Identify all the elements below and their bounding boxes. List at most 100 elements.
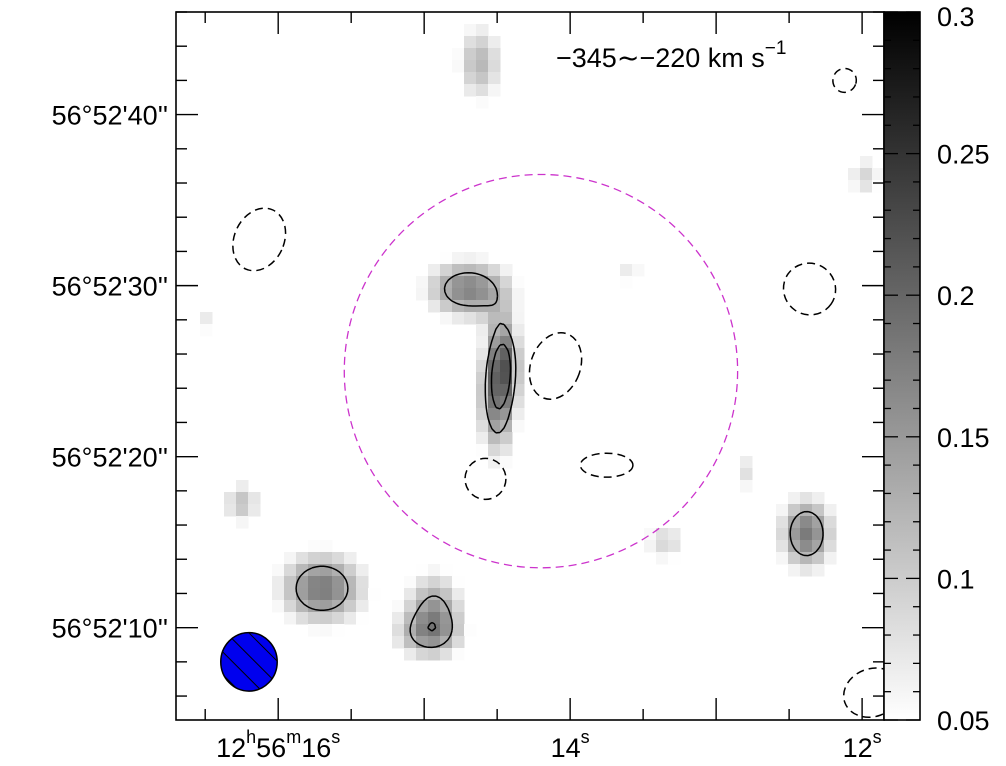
emission-pixel xyxy=(500,312,513,325)
aperture-circle xyxy=(343,173,739,569)
emission-pixel xyxy=(272,588,285,601)
emission-pixel xyxy=(404,588,417,601)
emission-pixel xyxy=(452,588,465,601)
emission-pixel xyxy=(476,324,489,337)
emission-pixel xyxy=(500,348,513,361)
emission-pixel xyxy=(308,612,321,625)
emission-pixel xyxy=(512,324,525,337)
emission-pixel xyxy=(668,528,681,541)
emission-pixel xyxy=(464,24,477,37)
emission-pixel xyxy=(368,588,381,601)
emission-pixel xyxy=(284,600,297,613)
emission-pixel xyxy=(872,168,884,181)
emission-pixel xyxy=(500,456,513,469)
emission-pixel xyxy=(860,180,873,193)
emission-pixel xyxy=(356,576,369,589)
emission-pixel xyxy=(284,576,297,589)
negative-contour-layer xyxy=(232,67,884,719)
emission-pixel xyxy=(800,564,813,577)
emission-pixel xyxy=(428,300,441,313)
emission-pixel xyxy=(332,552,345,565)
colorbar-tick-label: 0.05 xyxy=(937,706,990,736)
emission-pixel xyxy=(620,264,633,277)
colorbar-tick-label: 0.1 xyxy=(937,564,975,594)
emission-pixel xyxy=(620,276,633,289)
emission-pixels xyxy=(200,24,884,661)
emission-pixel xyxy=(512,336,525,349)
emission-pixel xyxy=(428,648,441,661)
x-tick-unit: s xyxy=(581,727,590,747)
emission-pixel xyxy=(440,564,453,577)
emission-pixel xyxy=(476,336,489,349)
emission-pixel xyxy=(740,456,753,469)
emission-pixel xyxy=(500,384,513,397)
emission-pixel xyxy=(440,648,453,661)
emission-pixel xyxy=(488,456,501,469)
emission-pixel xyxy=(824,540,837,553)
emission-pixel xyxy=(476,24,489,37)
emission-pixel xyxy=(428,588,441,601)
emission-pixel xyxy=(224,504,237,517)
emission-pixel xyxy=(500,432,513,445)
emission-pixel xyxy=(776,504,789,517)
emission-pixel xyxy=(344,600,357,613)
negative-contour xyxy=(232,207,287,272)
emission-pixel xyxy=(272,576,285,589)
emission-pixel xyxy=(272,600,285,613)
emission-pixel xyxy=(656,540,669,553)
emission-pixel xyxy=(656,528,669,541)
emission-pixel xyxy=(416,288,429,301)
emission-pixel xyxy=(476,264,489,277)
emission-pixel xyxy=(776,528,789,541)
emission-pixel xyxy=(500,276,513,289)
y-tick-label: 56°52'20'' xyxy=(52,443,168,473)
emission-pixel xyxy=(812,492,825,505)
colorbar-tick-label: 0.15 xyxy=(937,423,990,453)
emission-pixel xyxy=(356,564,369,577)
emission-pixel xyxy=(320,624,333,637)
emission-pixel xyxy=(824,552,837,565)
negative-contour xyxy=(528,332,583,400)
emission-pixel xyxy=(668,540,681,553)
emission-pixel xyxy=(200,312,213,325)
y-tick-labels: 56°52'10'' 56°52'20'' 56°52'30'' 56°52'40'' xyxy=(52,101,168,644)
emission-pixel xyxy=(788,552,801,565)
emission-pixel xyxy=(464,84,477,97)
velocity-range-label: −345∼−220 km s−1 xyxy=(556,38,786,73)
emission-pixel xyxy=(620,252,633,265)
emission-pixel xyxy=(644,540,657,553)
emission-pixel xyxy=(488,84,501,97)
emission-pixel xyxy=(356,600,369,613)
emission-pixel xyxy=(284,588,297,601)
emission-pixel xyxy=(356,612,369,625)
emission-pixel xyxy=(812,564,825,577)
emission-pixel xyxy=(476,48,489,61)
emission-pixel xyxy=(296,612,309,625)
emission-pixel xyxy=(320,576,333,589)
emission-pixel xyxy=(512,300,525,313)
emission-pixel xyxy=(416,648,429,661)
emission-pixel xyxy=(644,528,657,541)
emission-pixel xyxy=(452,252,465,265)
emission-pixel xyxy=(476,384,489,397)
emission-pixel xyxy=(824,528,837,541)
emission-pixel xyxy=(332,612,345,625)
emission-pixel xyxy=(392,624,405,637)
emission-pixel xyxy=(740,468,753,481)
emission-pixel xyxy=(788,540,801,553)
emission-pixel xyxy=(428,276,441,289)
emission-pixel xyxy=(416,564,429,577)
beam-ellipse xyxy=(220,631,278,692)
emission-pixel xyxy=(464,264,477,277)
emission-pixel xyxy=(428,576,441,589)
emission-pixel xyxy=(500,300,513,313)
emission-pixel xyxy=(416,276,429,289)
emission-pixel xyxy=(476,360,489,373)
emission-pixel xyxy=(656,552,669,565)
emission-pixel xyxy=(464,252,477,265)
emission-pixel xyxy=(476,84,489,97)
emission-pixel xyxy=(452,612,465,625)
emission-pixel xyxy=(440,612,453,625)
x-tick-label: 12s xyxy=(843,727,882,763)
emission-pixel xyxy=(476,408,489,421)
